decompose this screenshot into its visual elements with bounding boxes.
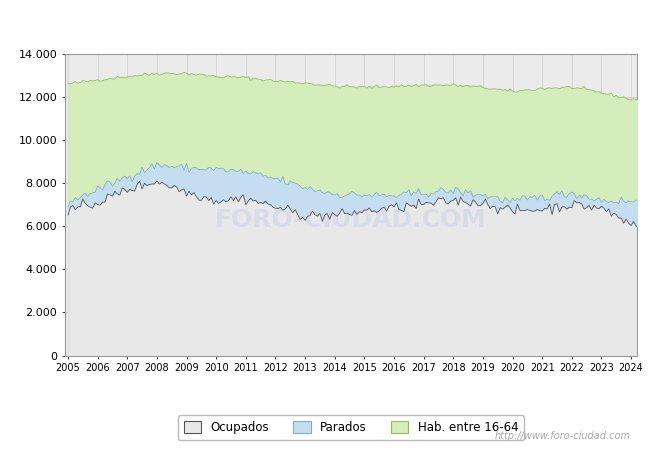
Legend: Ocupados, Parados, Hab. entre 16-64: Ocupados, Parados, Hab. entre 16-64 [177, 415, 525, 440]
Text: http://www.foro-ciudad.com: http://www.foro-ciudad.com [495, 431, 630, 441]
Text: Lora del Río - Evolucion de la poblacion en edad de Trabajar Agosto de 2024: Lora del Río - Evolucion de la poblacion… [86, 17, 564, 30]
Text: FORO-CIUDAD.COM: FORO-CIUDAD.COM [215, 208, 487, 232]
